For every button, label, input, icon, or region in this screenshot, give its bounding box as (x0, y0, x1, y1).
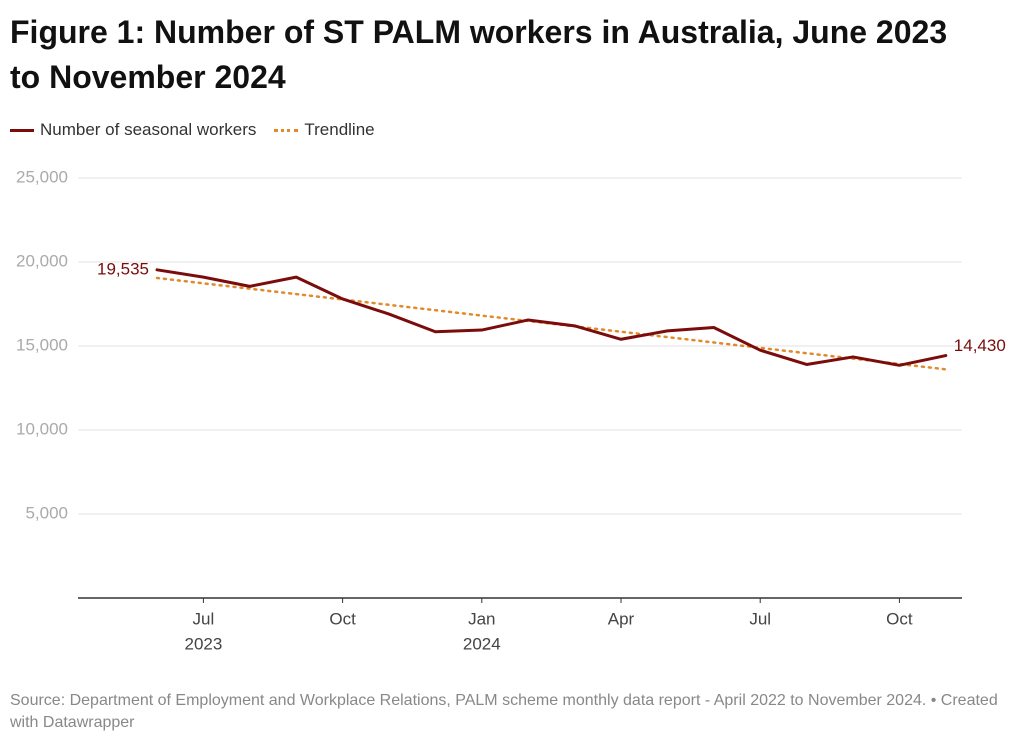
x-tick-label: Jan (468, 609, 495, 628)
source-note: Source: Department of Employment and Wor… (10, 692, 998, 731)
y-tick-label: 15,000 (16, 335, 68, 354)
x-tick-label: Oct (886, 609, 913, 628)
data-label: 19,535 (97, 259, 149, 278)
legend-item: Trendline (274, 120, 375, 140)
legend-swatch (274, 128, 299, 132)
series-line (155, 268, 948, 367)
y-tick-label: 20,000 (16, 251, 68, 270)
legend-label: Number of seasonal workers (40, 120, 257, 139)
legend-swatch (10, 128, 34, 132)
chart-title: Figure 1: Number of ST PALM workers in A… (10, 14, 948, 95)
y-tick-label: 25,000 (16, 167, 68, 186)
data-label: 14,430 (954, 336, 1006, 355)
x-tick-label: Jul (749, 609, 771, 628)
legend-label: Trendline (304, 120, 375, 139)
legend-item: Number of seasonal workers (10, 120, 256, 140)
x-tick-label: Apr (608, 609, 635, 628)
x-tick-year: 2023 (184, 634, 222, 653)
legend: Number of seasonal workers Trendline (10, 120, 375, 140)
x-tick-label: Oct (329, 609, 356, 628)
x-tick-year: 2024 (463, 634, 501, 653)
series-line (155, 276, 948, 371)
y-tick-label: 10,000 (16, 419, 68, 438)
y-tick-label: 5,000 (25, 503, 68, 522)
x-tick-label: Jul (193, 609, 215, 628)
